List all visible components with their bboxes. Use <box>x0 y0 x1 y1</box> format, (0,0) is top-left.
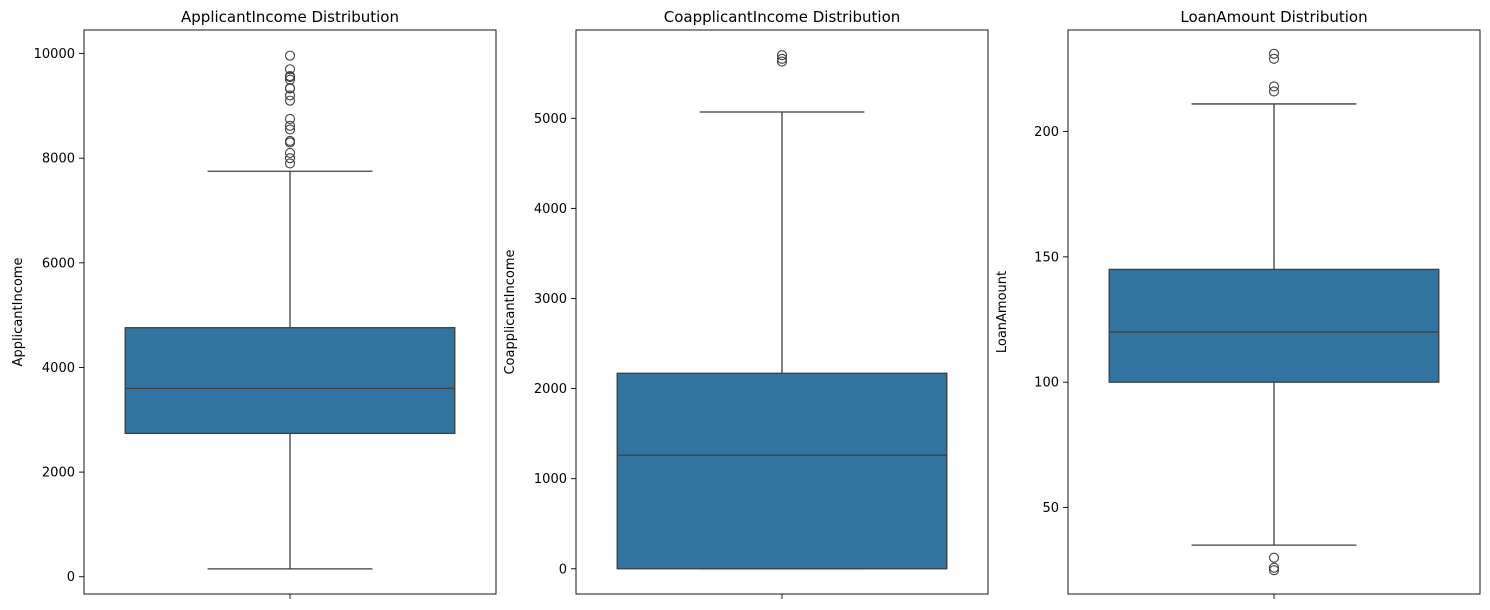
outlier-point <box>284 64 296 75</box>
y-tick-label: 8000 <box>42 152 75 167</box>
outlier-point <box>284 158 296 169</box>
outlier-point <box>284 95 296 106</box>
y-axis-label: CoapplicantIncome <box>503 249 518 374</box>
y-tick-label: 4000 <box>534 202 567 217</box>
outlier-point <box>1268 53 1280 64</box>
y-tick-label: 2000 <box>534 382 567 397</box>
outlier-point <box>284 74 296 85</box>
chart-title: LoanAmount Distribution <box>1180 8 1367 26</box>
outlier-point <box>284 124 296 135</box>
outlier-point <box>776 50 788 61</box>
y-tick-label: 10000 <box>34 47 75 62</box>
y-tick-label: 1000 <box>534 472 567 487</box>
outlier-point <box>284 50 296 61</box>
y-tick-label: 100 <box>1034 376 1059 391</box>
outlier-point <box>284 113 296 124</box>
outlier-point <box>284 135 296 146</box>
outlier-point <box>1268 552 1280 563</box>
y-tick-label: 4000 <box>42 361 75 376</box>
outlier-point <box>284 147 296 158</box>
iqr-box <box>1108 268 1440 383</box>
outlier-point <box>776 53 788 64</box>
outlier-point <box>1268 565 1280 576</box>
outlier-point <box>1268 81 1280 92</box>
chart-title: CoapplicantIncome Distribution <box>664 8 901 26</box>
y-tick-label: 50 <box>1042 501 1059 516</box>
outlier-point <box>284 153 296 164</box>
outlier-point <box>776 56 788 67</box>
iqr-box <box>616 372 948 570</box>
y-axis-label: ApplicantIncome <box>11 258 26 367</box>
outlier-point <box>284 120 296 131</box>
y-tick-label: 2000 <box>42 466 75 481</box>
outlier-point <box>284 83 296 94</box>
panel-coapplicant-income: CoapplicantIncome Distribution Coapplica… <box>503 8 989 599</box>
y-tick-label: 3000 <box>534 292 567 307</box>
y-tick-label: 0 <box>559 562 567 577</box>
y-tick-label: 5000 <box>534 112 567 127</box>
outlier-point <box>1268 86 1280 97</box>
y-tick-label: 200 <box>1034 125 1059 140</box>
panel-applicant-income: ApplicantIncome Distribution ApplicantIn… <box>11 8 497 599</box>
y-tick-label: 0 <box>67 570 75 585</box>
outlier-point <box>284 70 296 82</box>
outlier-point <box>1268 48 1280 59</box>
y-axis-label: LoanAmount <box>995 271 1010 353</box>
y-tick-label: 150 <box>1034 250 1059 265</box>
panel-loan-amount: LoanAmount Distribution LoanAmount 50 100… <box>995 8 1481 599</box>
iqr-box <box>124 327 456 435</box>
chart-title: ApplicantIncome Distribution <box>181 8 399 26</box>
y-tick-label: 6000 <box>42 256 75 271</box>
outlier-point <box>284 90 296 101</box>
outlier-point <box>1268 562 1280 573</box>
